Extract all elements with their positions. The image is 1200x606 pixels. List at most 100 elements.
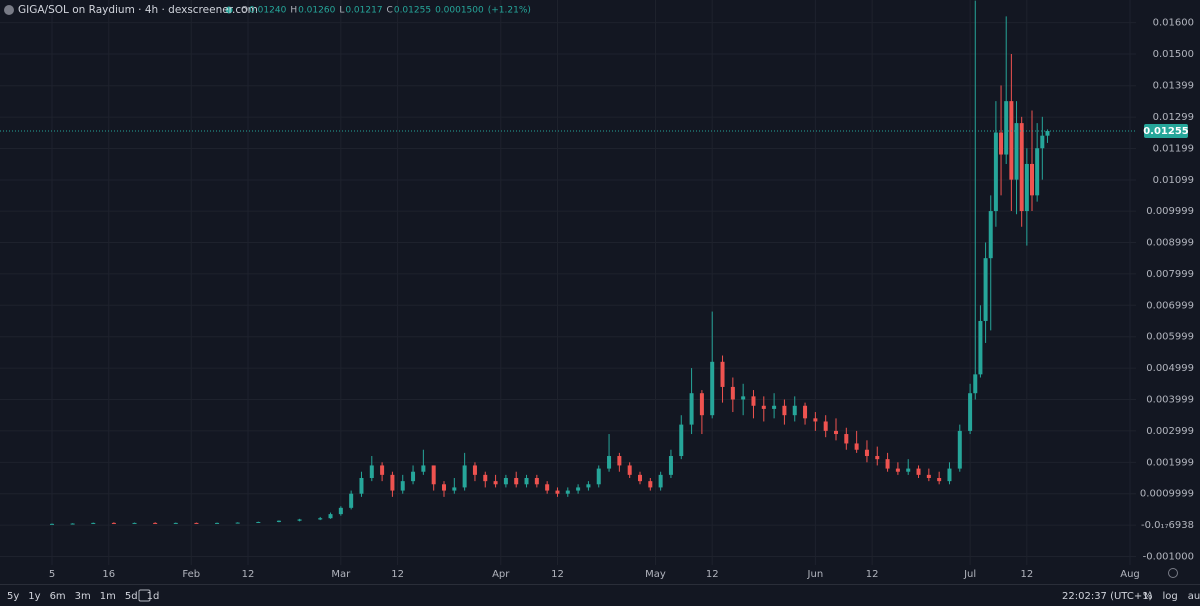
candle-body: [607, 456, 612, 469]
candle-body: [1019, 123, 1024, 212]
candle-body: [761, 405, 766, 409]
candle-body: [173, 522, 178, 524]
range-button[interactable]: 1y: [28, 591, 40, 602]
candle-body: [452, 487, 457, 491]
x-tick-label: 16: [102, 569, 115, 580]
ohlc-label: L: [339, 6, 344, 16]
candle-body: [483, 474, 488, 482]
range-button[interactable]: 5d: [125, 591, 138, 602]
candle-body: [132, 522, 137, 524]
x-tick-label: 12: [1020, 569, 1033, 580]
x-tick-label: Aug: [1120, 569, 1140, 580]
candle-body: [442, 484, 446, 491]
candle-body: [421, 465, 426, 472]
candle-body: [514, 478, 519, 485]
ohlc-label: C: [387, 6, 393, 16]
y-tick-label: -0.0₁₇6938: [1141, 520, 1194, 531]
last-price-tag: [1144, 123, 1188, 138]
candle-body: [318, 518, 323, 520]
candle-body: [895, 468, 900, 472]
settings-icon[interactable]: [1168, 568, 1178, 578]
candle-body: [534, 478, 539, 485]
candle-body: [431, 465, 436, 485]
candle-body: [916, 468, 921, 475]
candle-body: [390, 474, 395, 491]
x-tick-label: Jul: [963, 569, 976, 580]
x-tick-label: 12: [706, 569, 719, 580]
candle-body: [823, 421, 828, 431]
candle-body: [864, 449, 869, 457]
candle-body: [111, 522, 116, 524]
candle-body: [1004, 101, 1009, 155]
y-tick-label: 0.01600: [1153, 18, 1194, 29]
x-tick-label: 12: [551, 569, 564, 580]
candle-body: [638, 474, 642, 482]
y-tick-label: 0.01500: [1153, 49, 1194, 60]
clock: 22:02:37 (UTC+1): [1062, 591, 1153, 602]
candle-body: [792, 405, 797, 416]
y-tick-label: 0.008999: [1146, 237, 1194, 248]
scale-option[interactable]: auto: [1188, 591, 1200, 602]
candle-body: [1014, 123, 1019, 180]
candle-body: [1045, 130, 1050, 136]
range-button[interactable]: 3m: [75, 591, 91, 602]
candle-body: [648, 481, 653, 488]
candle-body: [555, 490, 560, 494]
date-range-icon[interactable]: [138, 589, 151, 602]
x-tick-label: 12: [391, 569, 404, 580]
range-button[interactable]: 1d: [147, 591, 160, 602]
y-tick-label: 0.003999: [1146, 395, 1194, 406]
candle-body: [215, 522, 220, 524]
candle-body: [1024, 163, 1029, 212]
y-tick-label: 0.005999: [1146, 332, 1194, 343]
candle-body: [854, 443, 859, 450]
candle-body: [730, 386, 735, 400]
candle-body: [875, 456, 880, 460]
range-button[interactable]: 6m: [50, 591, 66, 602]
ohlc-label: O: [241, 6, 248, 16]
last-price-label: 0.01255: [1143, 126, 1189, 137]
x-tick-label: Jun: [807, 569, 824, 580]
candle-body: [194, 522, 199, 524]
candle-body: [803, 405, 808, 419]
change-percent: (+1.21%): [488, 6, 531, 16]
candle-body: [596, 468, 601, 485]
candle-body: [993, 132, 998, 212]
candle-body: [968, 393, 973, 431]
x-tick-label: Apr: [492, 569, 510, 580]
candle-body: [349, 493, 354, 508]
candle-body: [844, 434, 849, 444]
token-icon: [4, 5, 14, 15]
y-tick-label: 0.01099: [1153, 175, 1194, 186]
x-tick-label: Mar: [331, 569, 351, 580]
candle-body: [338, 507, 343, 515]
candle-body: [813, 418, 818, 422]
ohlc-value: 0.01255: [394, 6, 431, 16]
candle-body: [369, 465, 374, 479]
candle-body: [235, 522, 240, 524]
candle-body: [751, 396, 756, 406]
candle-body: [400, 481, 405, 491]
y-tick-label: 0.006999: [1146, 300, 1194, 311]
ohlc-value: 0.01217: [345, 6, 382, 16]
range-button[interactable]: 1m: [100, 591, 116, 602]
candle-body: [617, 456, 622, 466]
x-tick-label: May: [645, 569, 666, 580]
x-tick-label: 12: [866, 569, 879, 580]
candle-body: [947, 468, 952, 482]
candle-body: [380, 465, 385, 475]
range-button[interactable]: 5y: [7, 591, 19, 602]
candle-body: [576, 487, 581, 491]
x-tick-label: 5: [49, 569, 55, 580]
candle-body: [937, 478, 942, 482]
candle-body: [679, 424, 684, 457]
scale-option[interactable]: log: [1163, 591, 1178, 602]
candle-body: [91, 522, 96, 524]
status-dot: [225, 6, 233, 14]
y-tick-label: 0.007999: [1146, 269, 1194, 280]
y-tick-label: 0.009999: [1146, 206, 1194, 217]
scale-option[interactable]: %: [1143, 591, 1153, 602]
candle-body: [1035, 148, 1040, 196]
candle-body: [359, 478, 364, 494]
